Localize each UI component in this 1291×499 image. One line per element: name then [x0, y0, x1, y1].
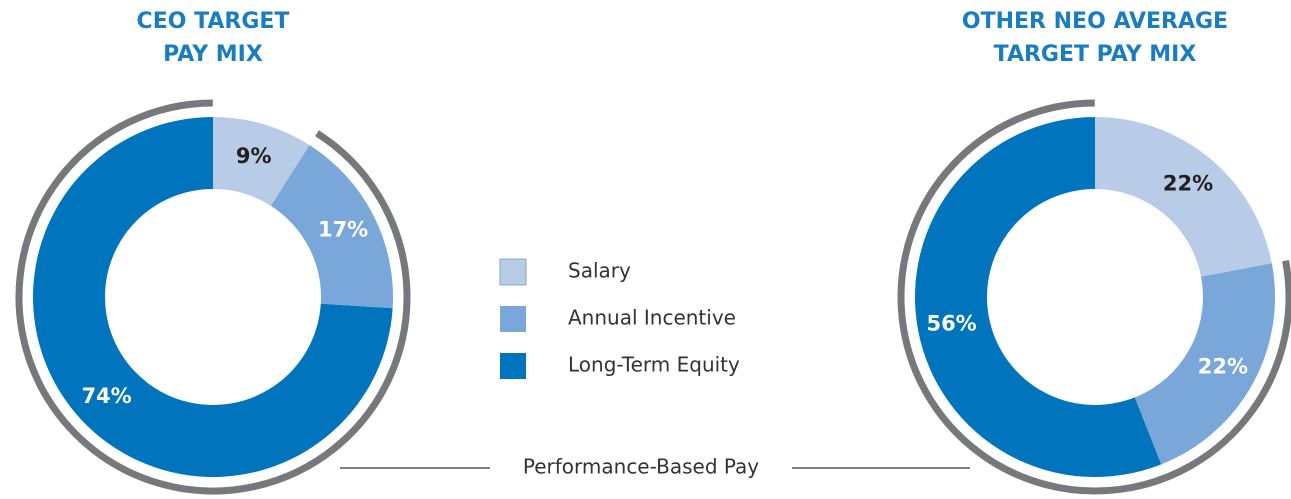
chart-title: OTHER NEO AVERAGE: [962, 9, 1228, 34]
legend-swatch: [500, 306, 526, 332]
data-label: 9%: [236, 144, 272, 168]
chart-title: PAY MIX: [163, 42, 263, 67]
donut-slice: [270, 145, 394, 309]
donut-slice: [33, 117, 393, 477]
legend-label: Long-Term Equity: [568, 353, 740, 377]
data-label: 56%: [926, 311, 976, 335]
legend-swatch: [500, 353, 526, 379]
legend-swatch: [499, 258, 527, 286]
donut-slice: [1095, 117, 1272, 277]
chart-title: TARGET PAY MIX: [994, 42, 1197, 67]
data-label: 74%: [81, 384, 131, 408]
donut-slice: [915, 117, 1162, 478]
data-label: 22%: [1163, 172, 1213, 196]
legend-label: Annual Incentive: [568, 306, 736, 330]
legend-label: Salary: [568, 259, 631, 283]
performance-arc: [15, 99, 411, 495]
data-label: 22%: [1198, 354, 1248, 378]
annotation: Performance-Based Pay: [523, 455, 759, 479]
performance-arc: [897, 99, 1291, 495]
donut-slice: [213, 117, 310, 206]
chart-title: CEO TARGET: [137, 9, 290, 34]
data-label: 17%: [318, 218, 368, 242]
donut-slice: [1134, 263, 1275, 465]
